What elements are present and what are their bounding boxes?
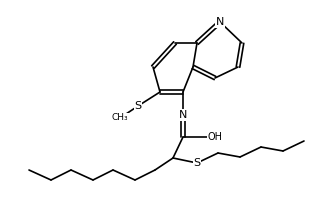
Text: S: S (194, 158, 200, 168)
Text: N: N (216, 17, 224, 27)
Text: CH₃: CH₃ (112, 113, 128, 122)
Text: S: S (134, 101, 142, 111)
Text: OH: OH (207, 132, 222, 142)
Text: N: N (179, 110, 187, 120)
